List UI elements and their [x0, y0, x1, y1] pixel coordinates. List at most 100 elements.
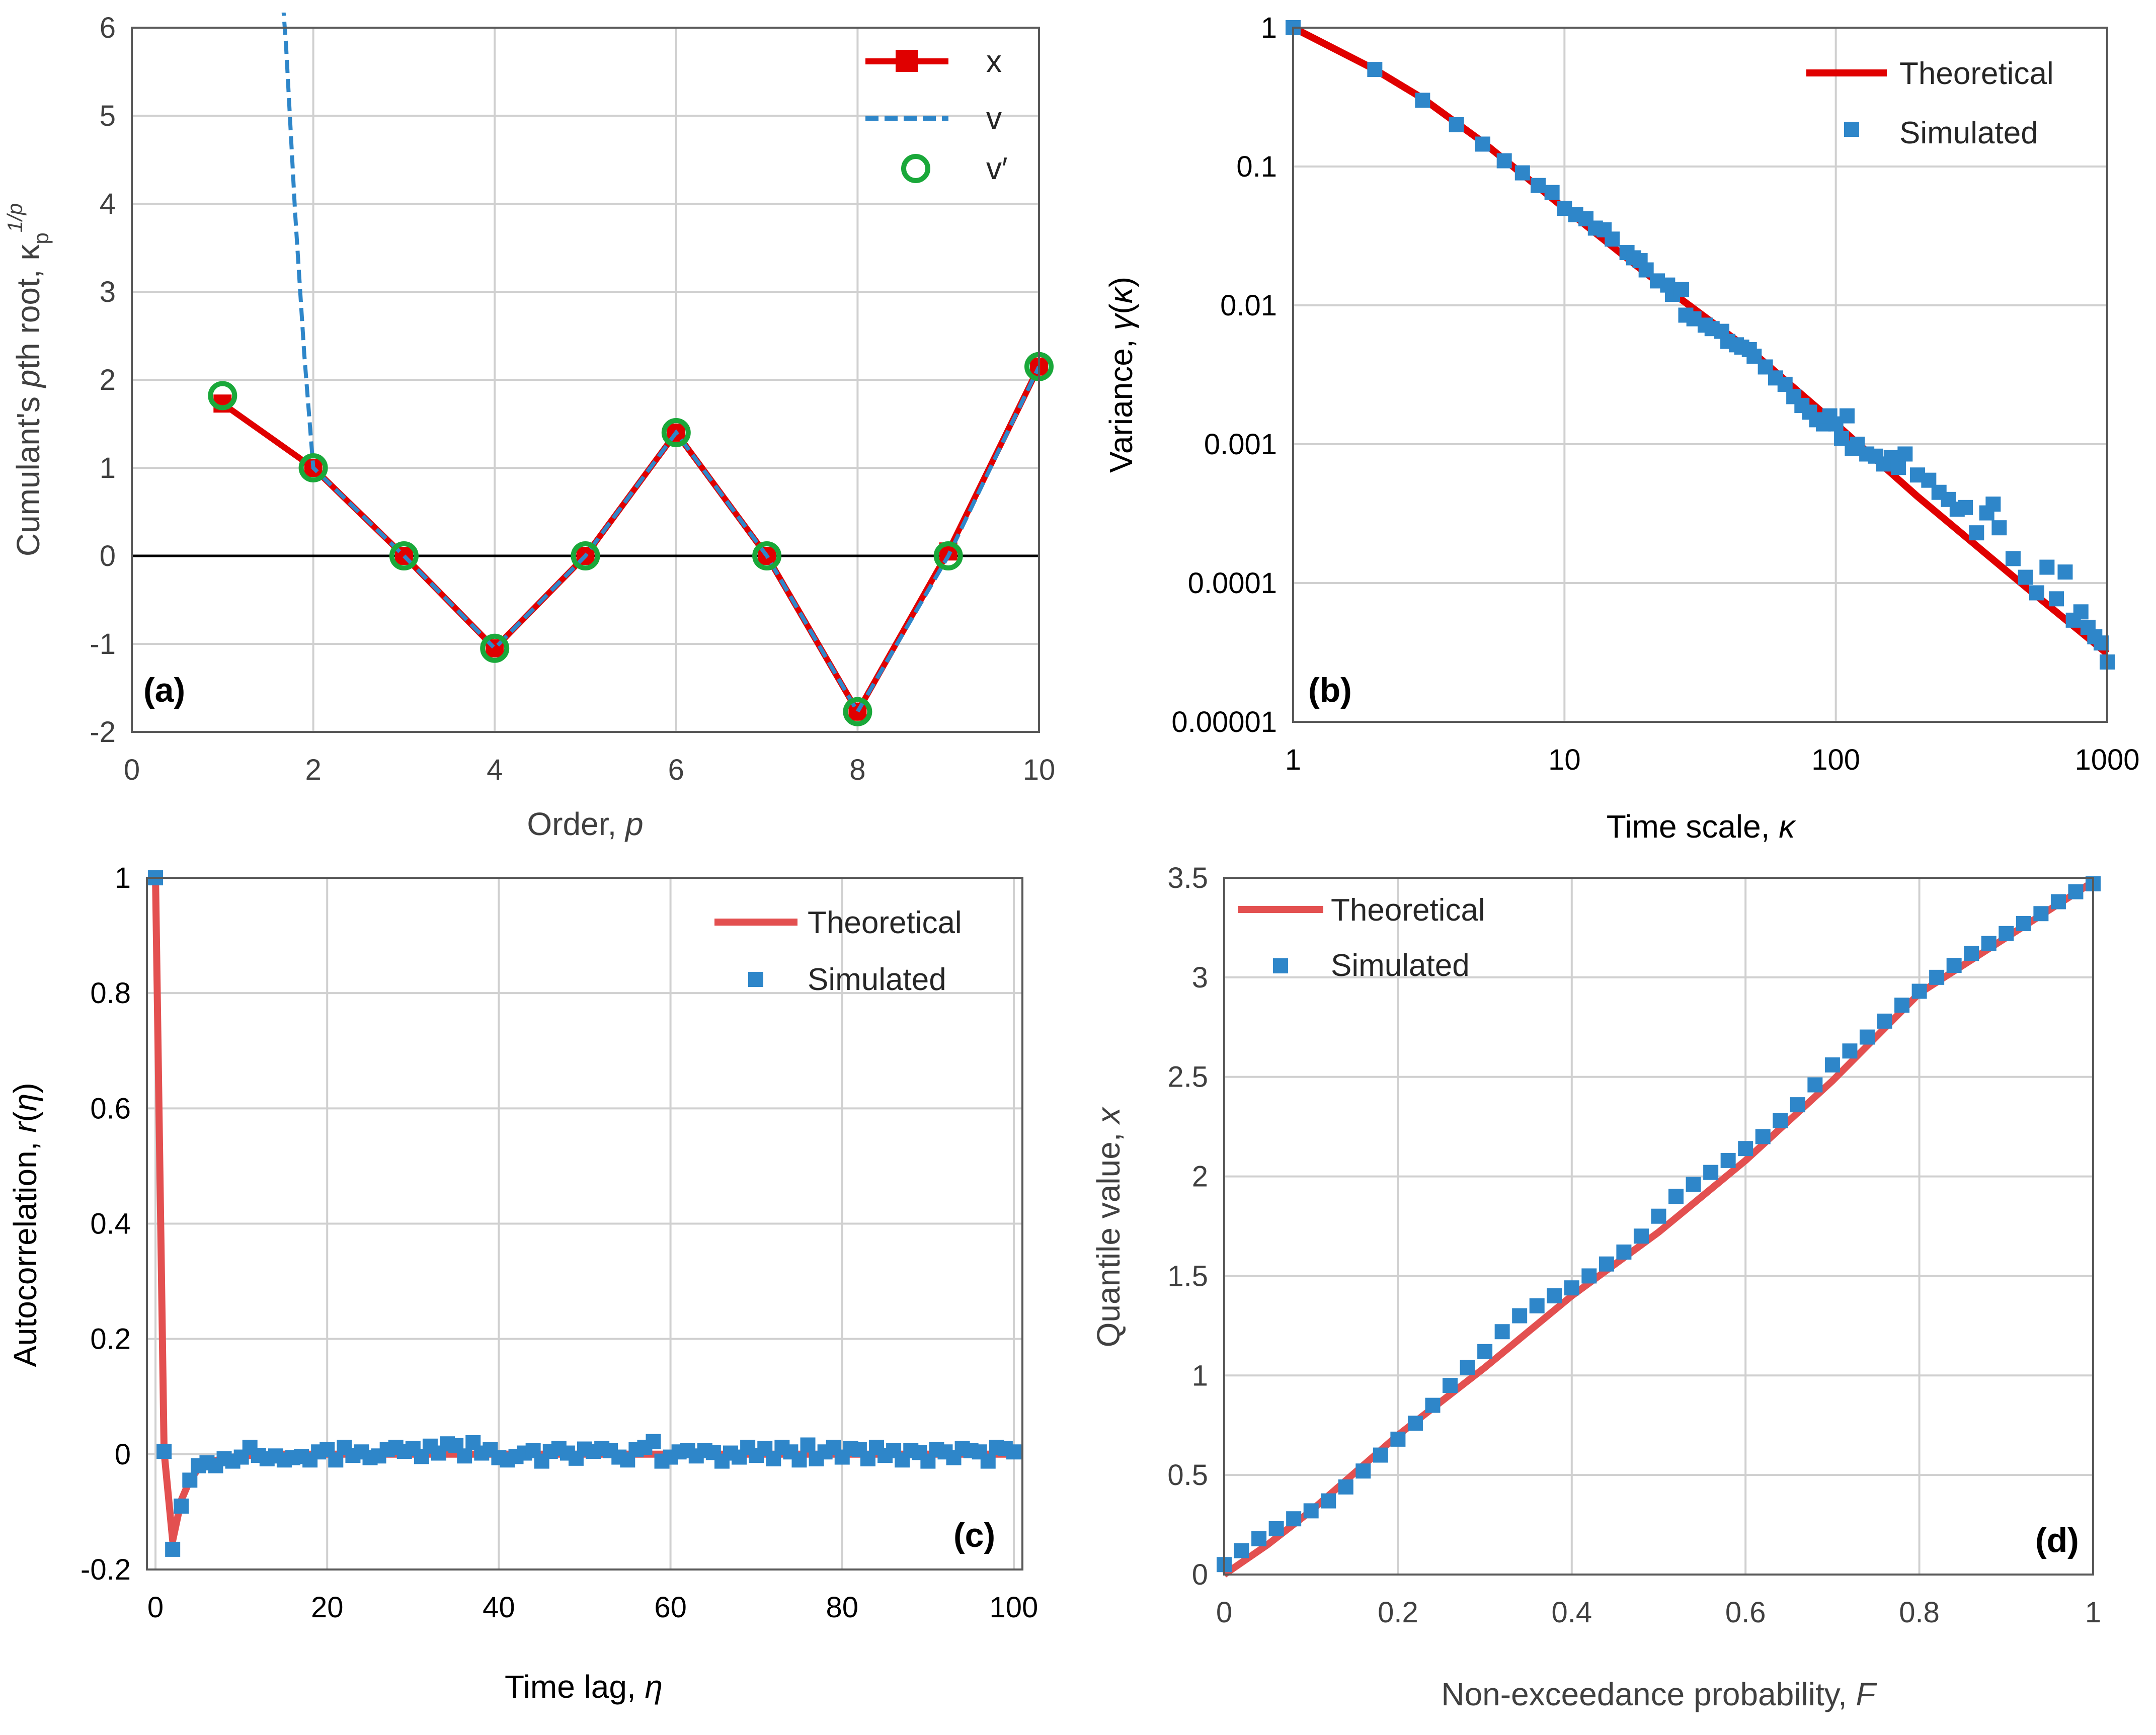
data-point-simulated [1425, 1397, 1441, 1413]
data-point-simulated [1390, 1431, 1406, 1447]
y-tick-label: 3 [100, 276, 116, 308]
panel-label-b: (b) [1308, 671, 1352, 709]
y-tick-label: -1 [90, 628, 116, 660]
legend-label-simulated-b: Simulated [1899, 116, 2038, 150]
data-point-simulated [1443, 1378, 1458, 1393]
data-point-simulated [1407, 1416, 1423, 1431]
data-point-simulated [2050, 894, 2066, 910]
chart-panel-a: 0 2 4 6 8 10 -2 -1 0 1 2 3 4 5 6 (a) Order, p Cumulant… [3, 12, 1055, 842]
x-tick-label: 0.6 [1725, 1596, 1766, 1629]
data-point-simulated [1807, 1077, 1823, 1093]
legend-label-simulated-c: Simulated [808, 962, 946, 997]
data-point-simulated [1703, 1165, 1719, 1180]
x-axis-title-a: Order, p [527, 806, 643, 842]
x-tick-label: 60 [654, 1591, 687, 1624]
data-point-simulated [1544, 185, 1560, 200]
data-point-v-prime [752, 541, 782, 570]
data-point-simulated [2016, 916, 2031, 932]
data-point-simulated [1929, 969, 1945, 985]
data-point-simulated [1449, 117, 1464, 132]
data-point-simulated [2033, 906, 2049, 922]
x-axis-title-b: Time scale, κ [1607, 808, 1797, 845]
data-point-simulated [1605, 231, 1620, 247]
data-point-simulated [1859, 1029, 1875, 1045]
x-tick-label: 0 [147, 1591, 164, 1624]
legend-label-simulated-d: Simulated [1331, 948, 1470, 983]
data-point-v-prime [571, 541, 600, 570]
data-point-simulated [1890, 460, 1906, 475]
data-point-simulated [2068, 884, 2084, 899]
data-point-simulated [156, 1444, 172, 1459]
x-axis-title-c: Time lag, η [505, 1669, 663, 1705]
x-tick-label: 6 [668, 754, 684, 786]
data-point-v-prime [661, 418, 691, 447]
y-tick-label: 0.2 [90, 1323, 131, 1356]
x-axis-title-d: Non-exceedance probability, F [1441, 1676, 1877, 1712]
data-point-simulated [1251, 1531, 1267, 1546]
legend-a: x v v′ [865, 44, 1008, 186]
data-point-simulated [1303, 1503, 1319, 1519]
y-tick-label: 0.0001 [1188, 567, 1277, 600]
data-point-simulated [457, 1448, 472, 1464]
data-point-simulated [1415, 93, 1430, 108]
plot-area-border-c [146, 877, 1023, 1571]
data-point-simulated [182, 1472, 198, 1488]
data-point-simulated [1839, 408, 1855, 424]
data-point-simulated [1355, 1463, 1371, 1479]
x-tick-label: 100 [1811, 743, 1860, 776]
y-tick-label: 2 [100, 364, 116, 396]
data-point-simulated [1460, 1360, 1475, 1375]
legend-label-x: x [986, 44, 1002, 79]
y-tick-label: -0.2 [81, 1553, 131, 1586]
plot-area-border-d [1223, 877, 2094, 1576]
data-point-simulated [1957, 500, 1973, 515]
data-point-simulated [1321, 1493, 1336, 1509]
y-axis-title-c: Autocorrelation, r(η) [7, 1083, 43, 1367]
data-point-simulated [1564, 1280, 1579, 1296]
data-point-simulated [1477, 1344, 1493, 1359]
y-tick-label: 0.00001 [1171, 706, 1277, 738]
legend-b: Theoretical Simulated [1806, 56, 2054, 150]
data-point-simulated [1877, 1013, 1892, 1029]
data-point-simulated [1946, 958, 1962, 973]
y-tick-label: 0.5 [1167, 1459, 1208, 1492]
x-tick-label: 0 [124, 754, 140, 786]
panel-label-a: (a) [143, 671, 185, 709]
y-tick-label: 5 [100, 100, 116, 132]
x-tick-label: 80 [826, 1591, 859, 1624]
data-point-v-prime [389, 541, 419, 570]
x-tick-label: 4 [487, 754, 503, 786]
y-tick-label: 2 [1192, 1161, 1208, 1193]
data-point-simulated [1651, 1208, 1666, 1224]
legend-label-theoretical-c: Theoretical [808, 905, 962, 940]
data-point-simulated [2029, 585, 2044, 601]
x-tick-label: 1 [1285, 743, 1301, 776]
series-line-theoretical [1222, 879, 2095, 1578]
y-tick-label: 0.1 [1236, 150, 1277, 183]
legend-marker-simulated-c [748, 972, 763, 987]
y-tick-label: 0 [1192, 1558, 1208, 1591]
y-axis-title-d: Quantile value, x [1090, 1107, 1127, 1348]
data-point-v-prime [480, 633, 510, 663]
data-point-simulated [1581, 1268, 1597, 1284]
series-line-v [281, 13, 1039, 716]
data-point-simulated [1547, 1288, 1562, 1303]
chart-panel-c: 0 20 40 60 80 100 -0.2 0 0.2 0.4 0.6 0.8 1 (c) Time … [7, 862, 1038, 1705]
data-point-v-prime [843, 697, 872, 726]
x-tick-label: 40 [483, 1591, 515, 1624]
x-tick-label: 10 [1548, 743, 1581, 776]
data-point-simulated [1991, 520, 2007, 536]
y-tick-label: 6 [100, 12, 116, 44]
panel-label-c: (c) [953, 1516, 995, 1554]
data-point-simulated [1633, 1228, 1649, 1244]
data-point-simulated [646, 1434, 661, 1449]
data-point-simulated [1529, 1298, 1545, 1313]
y-tick-label: 1.5 [1167, 1260, 1208, 1292]
x-tick-label: 0.2 [1378, 1596, 1418, 1629]
data-point-simulated [1686, 1177, 1701, 1192]
data-point-simulated [1373, 1447, 1388, 1463]
data-point-simulated [1842, 1043, 1858, 1059]
data-point-simulated [1616, 1244, 1632, 1260]
x-tick-label: 2 [305, 754, 321, 786]
